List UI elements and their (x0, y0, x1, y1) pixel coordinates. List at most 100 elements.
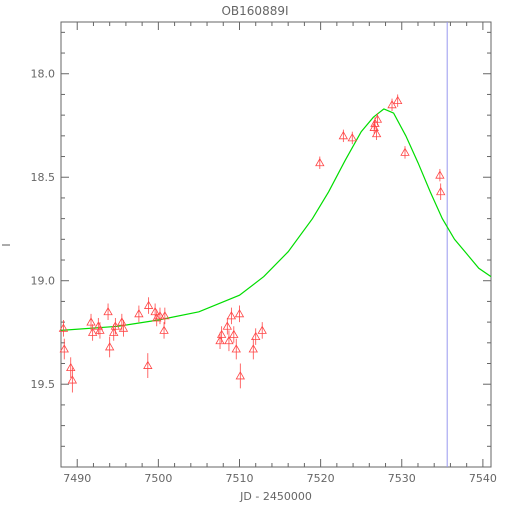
data-point (215, 332, 225, 350)
triangle-marker (369, 122, 379, 131)
chart-title: OB160889I (221, 4, 288, 18)
data-point (226, 307, 237, 325)
triangle-marker (104, 342, 115, 351)
data-point (371, 127, 382, 140)
data-point (435, 168, 445, 182)
data-point (143, 297, 154, 314)
data-point (400, 146, 410, 159)
plot-frame (60, 21, 492, 468)
triangle-marker (59, 344, 69, 353)
data-point (248, 338, 258, 360)
y-axis-label: I (0, 243, 13, 246)
triangle-marker (58, 323, 69, 332)
y-tick-label: 19.5 (31, 378, 56, 391)
triangle-marker (143, 360, 153, 369)
triangle-marker (224, 335, 234, 345)
x-tick-label: 7520 (307, 472, 335, 485)
triangle-marker (226, 311, 237, 320)
data-point (103, 303, 113, 321)
y-tick-label: 18.5 (31, 171, 56, 184)
data-point (104, 336, 115, 358)
triangle-marker (143, 300, 154, 309)
x-tick-label: 7540 (469, 472, 497, 485)
data-point (231, 338, 241, 360)
data-point (160, 307, 170, 325)
data-point (67, 367, 78, 393)
data-point (235, 363, 245, 389)
triangle-marker (387, 99, 397, 109)
data-point (393, 94, 403, 107)
triangle-marker (159, 325, 169, 334)
x-axis: 7490 7500 7510 7520 7530 7540 (60, 22, 497, 485)
triangle-marker (338, 131, 349, 140)
triangle-marker (86, 317, 96, 326)
data-point (95, 322, 105, 339)
triangle-marker (222, 321, 233, 330)
triangle-marker (347, 133, 357, 142)
data-point (338, 129, 349, 143)
data-point (257, 322, 267, 339)
y-axis: 18.0 18.5 19.0 19.5 (31, 31, 491, 468)
triangle-marker (66, 362, 76, 372)
triangle-marker (155, 311, 165, 320)
triangle-marker (234, 309, 245, 318)
triangle-marker (372, 114, 383, 123)
x-tick-label: 7530 (388, 472, 416, 485)
x-tick-label: 7510 (225, 472, 253, 485)
data-point (86, 313, 96, 331)
x-axis-label: JD - 2450000 (239, 490, 312, 503)
data-point (93, 317, 104, 335)
data-point (251, 328, 261, 345)
triangle-marker (370, 118, 380, 127)
triangle-marker (110, 321, 121, 330)
triangle-marker (436, 186, 446, 196)
triangle-marker (229, 329, 239, 338)
triangle-marker (248, 344, 258, 353)
x-tick-label: 7500 (144, 472, 172, 485)
data-point (58, 320, 69, 337)
triangle-marker (67, 375, 78, 384)
triangle-marker (235, 371, 245, 380)
y-tick-label: 19.0 (31, 275, 56, 288)
triangle-marker (95, 325, 105, 334)
data-point (436, 183, 446, 200)
triangle-marker (393, 95, 403, 105)
x-tick-label: 7490 (63, 472, 91, 485)
data-point (143, 353, 153, 378)
data-point (59, 338, 69, 360)
data-point (118, 320, 129, 337)
data-point (347, 131, 357, 145)
model-curve (60, 108, 492, 331)
triangle-marker (87, 327, 98, 336)
data-point (234, 305, 245, 323)
triangle-marker (400, 147, 410, 156)
triangle-marker (118, 323, 129, 332)
triangle-marker (315, 157, 325, 167)
data-point (387, 98, 397, 111)
data-point (155, 307, 165, 325)
triangle-marker (231, 344, 241, 353)
data-point (229, 326, 239, 343)
data-point (372, 113, 383, 126)
data-point (159, 322, 169, 339)
triangle-marker (257, 325, 267, 334)
data-point (224, 330, 234, 352)
triangle-marker (251, 331, 261, 341)
triangle-marker (160, 311, 170, 320)
triangle-marker (152, 313, 162, 322)
triangle-marker (134, 309, 144, 318)
triangle-marker (371, 128, 382, 138)
data-point (222, 317, 233, 335)
y-tick-label: 18.0 (31, 68, 56, 81)
data-point (66, 357, 76, 378)
triangle-marker (103, 306, 113, 316)
plot-area (58, 22, 492, 467)
data-point (369, 121, 379, 134)
triangle-marker (216, 329, 227, 338)
data-point (216, 326, 227, 343)
data-point (87, 324, 98, 341)
data-point (134, 305, 144, 323)
triangle-marker (435, 170, 445, 179)
